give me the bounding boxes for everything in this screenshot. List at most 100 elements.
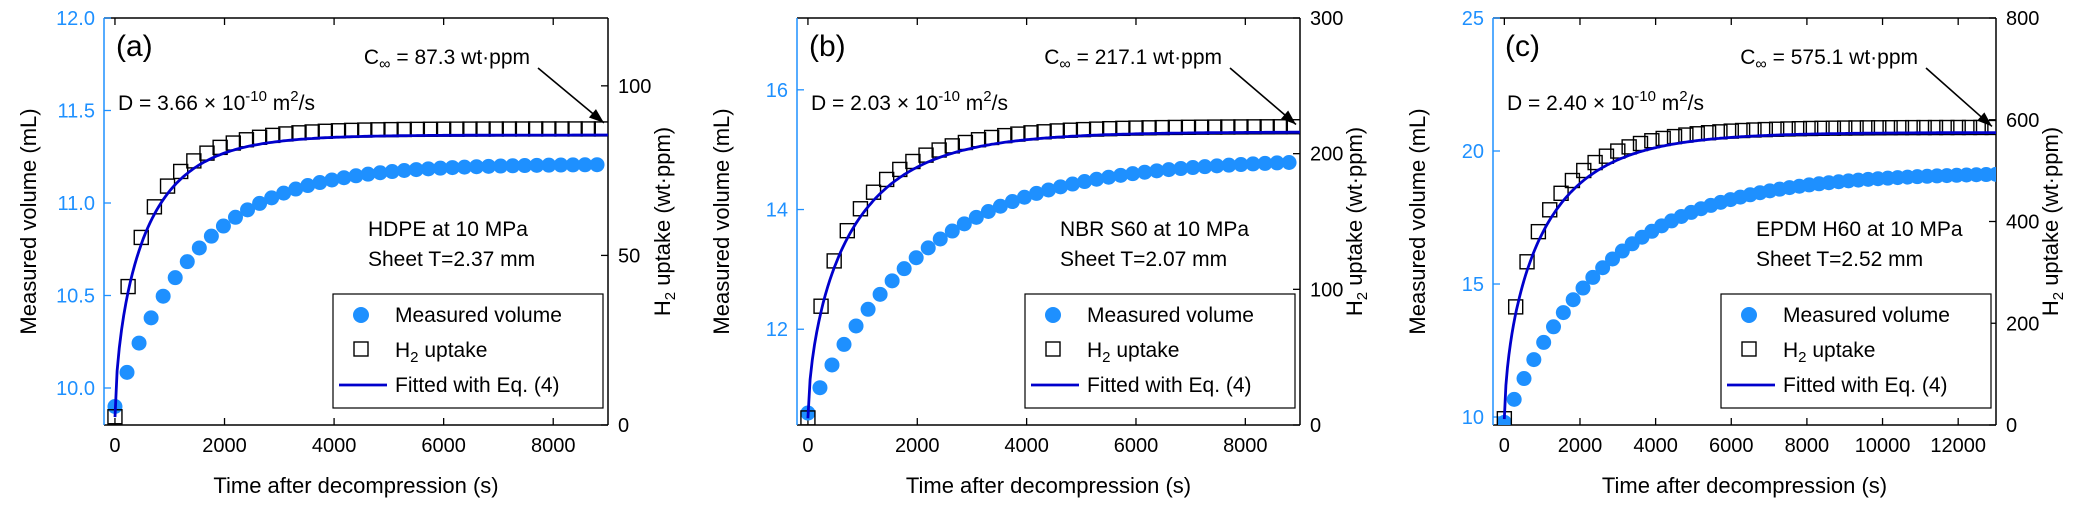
- measured-volume-point: [1161, 162, 1177, 178]
- measured-volume-point: [1113, 167, 1129, 183]
- measured-volume-point: [1137, 164, 1153, 180]
- legend: Measured volume H2 uptake Fitted with Eq. …: [1720, 293, 1992, 409]
- measured-volume-point: [1028, 185, 1044, 201]
- legend: Measured volume H2 uptake Fitted with Eq. …: [332, 293, 604, 409]
- annotation-arrowhead: [1977, 112, 1992, 127]
- fitted-curve-line: [1502, 131, 1996, 420]
- legend-marker-measured: [353, 307, 369, 323]
- legend-label-fit: Fitted with Eq. (4): [1783, 374, 1948, 397]
- measured-volume-point: [836, 336, 852, 352]
- measured-volume-point: [215, 218, 231, 234]
- h2-uptake-point: [1610, 143, 1626, 159]
- measured-volume-point: [1077, 174, 1093, 190]
- legend-marker-uptake: [353, 341, 369, 357]
- measured-volume-point: [1173, 161, 1189, 177]
- diffusivity-annotation: D = 3.66 × 10-10 m2/s: [118, 88, 315, 115]
- y-left-tick-label: 20: [1462, 141, 1484, 163]
- h2-uptake-point: [1564, 172, 1581, 189]
- measured-volume-point: [1988, 166, 1996, 182]
- measured-volume-point: [264, 190, 280, 206]
- measured-volume-point: [872, 286, 888, 302]
- measured-volume-point: [1565, 292, 1581, 308]
- y-left-tick-label: 15: [1462, 274, 1484, 296]
- h2-uptake-point: [1837, 120, 1853, 136]
- measured-volume-point: [1185, 160, 1201, 176]
- x-tick-label: 12000: [1930, 435, 1986, 457]
- sheet-thickness-label: Sheet T=2.07 mm: [1060, 248, 1227, 271]
- x-tick-label: 8000: [531, 435, 576, 457]
- measured-volume-point: [553, 157, 569, 173]
- h2-uptake-point: [1598, 148, 1615, 164]
- measured-volume-point: [276, 185, 292, 201]
- material-label: EPDM H60 at 10 MPa: [1756, 218, 1963, 241]
- measured-volume-point: [1221, 157, 1237, 173]
- h2-uptake-point: [1233, 119, 1249, 135]
- measured-volume-point: [1089, 171, 1105, 187]
- y-right-tick-label: 300: [1310, 8, 1343, 30]
- measured-volume-point: [1016, 189, 1032, 205]
- measured-volume-point: [1257, 155, 1273, 171]
- y-left-axis-label: Measured volume (mL): [16, 108, 41, 334]
- measured-volume-point: [884, 273, 900, 289]
- measured-volume-point: [1245, 156, 1261, 172]
- h2-uptake-point: [1950, 119, 1966, 136]
- material-label: NBR S60 at 10 MPa: [1060, 218, 1249, 241]
- measured-volume-point: [860, 301, 876, 317]
- measured-volume-point: [1496, 414, 1512, 425]
- measured-volume-point: [505, 158, 521, 174]
- legend-label-measured: Measured volume: [395, 304, 562, 327]
- h2-uptake-point: [1871, 120, 1887, 136]
- measured-volume-point: [577, 157, 593, 173]
- h2-uptake-point: [1246, 119, 1262, 135]
- x-tick-label: 4000: [1004, 435, 1049, 457]
- measured-volume-point: [1585, 269, 1601, 285]
- y-left-tick-label: 12.0: [56, 8, 95, 30]
- measured-volume-point: [908, 250, 924, 266]
- measured-volume-point: [517, 158, 533, 174]
- measured-volume-point: [469, 159, 485, 175]
- sheet-thickness-label: Sheet T=2.52 mm: [1756, 248, 1923, 271]
- x-tick-label: 8000: [1785, 435, 1830, 457]
- legend-label-uptake: H2 uptake: [1087, 339, 1179, 366]
- diffusivity-annotation: D = 2.03 × 10-10 m2/s: [811, 88, 1008, 115]
- measured-volume-point: [131, 335, 147, 351]
- measured-volume-point: [1526, 352, 1542, 368]
- panel-label: (a): [116, 30, 153, 63]
- measured-volume-point: [1125, 166, 1141, 182]
- x-tick-label: 8000: [1223, 435, 1268, 457]
- measured-volume-point: [336, 170, 352, 186]
- y-left-tick-label: 10.5: [56, 286, 95, 308]
- c-infinity-annotation: C∞ = 217.1 wt·ppm: [1044, 46, 1222, 73]
- measured-volume-point: [227, 209, 243, 225]
- measured-volume-point: [589, 157, 605, 173]
- y-right-tick-label: 400: [2006, 212, 2039, 234]
- y-right-tick-label: 100: [1310, 279, 1343, 301]
- material-label: HDPE at 10 MPa: [368, 218, 528, 241]
- y-left-tick-label: 11.5: [58, 101, 95, 123]
- legend-label-fit: Fitted with Eq. (4): [395, 374, 560, 397]
- h2-uptake-point: [1882, 120, 1898, 136]
- y-right-tick-label: 800: [2006, 8, 2039, 30]
- data-layer: [1496, 119, 1996, 425]
- legend-label-uptake: H2 uptake: [1783, 339, 1875, 366]
- measured-volume-point: [481, 158, 497, 174]
- y-left-tick-label: 25: [1462, 8, 1484, 30]
- measured-volume-point: [848, 318, 864, 334]
- legend-box: [1720, 293, 1992, 409]
- legend-box: [332, 293, 604, 409]
- y-left-tick-label: 14: [766, 200, 788, 222]
- c-infinity-annotation: C∞ = 87.3 wt·ppm: [364, 46, 530, 73]
- annotation-arrowhead: [1281, 110, 1296, 125]
- measured-volume-point: [119, 364, 135, 380]
- data-layer: [800, 119, 1300, 425]
- x-tick-label: 0: [109, 435, 120, 457]
- measured-volume-point: [420, 161, 436, 177]
- measured-volume-point: [932, 231, 948, 247]
- measured-volume-point: [529, 157, 545, 173]
- x-tick-label: 2000: [895, 435, 940, 457]
- y-left-tick-label: 12: [766, 319, 788, 341]
- h2-uptake-point: [1285, 119, 1300, 135]
- h2-uptake-point: [1848, 120, 1864, 136]
- measured-volume-point: [312, 175, 328, 191]
